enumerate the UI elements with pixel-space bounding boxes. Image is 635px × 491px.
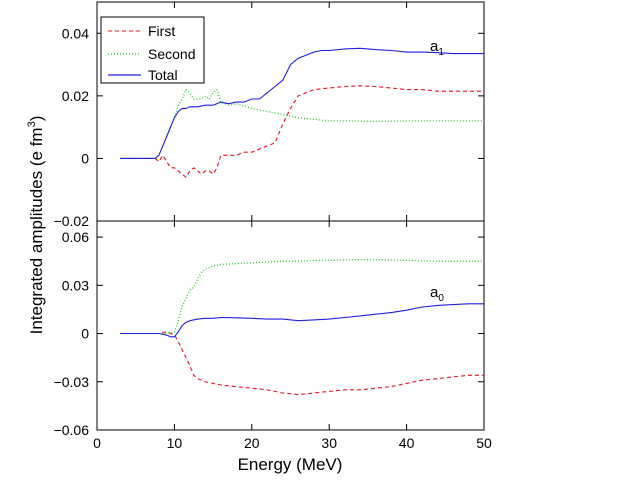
x-tick-label: 40 (399, 435, 415, 451)
bottom-panel-label-main: a (430, 284, 439, 301)
top-series-first (120, 85, 484, 178)
bottom-y-tick-label: −0.06 (54, 422, 90, 438)
top-panel-label-main: a (430, 38, 439, 55)
bottom-y-tick-label: 0.06 (62, 229, 89, 245)
legend-label-total: Total (148, 67, 178, 83)
bottom-series-first (120, 331, 484, 396)
bottom-axis-ticks: −0.06 −0.03 0 0.03 0.06 0 10 20 30 40 50 (54, 221, 492, 451)
bottom-panel-frame (96, 220, 485, 431)
top-y-tick-label: −0.02 (54, 213, 90, 229)
legend: First Second Total (100, 16, 205, 84)
bottom-series-total (120, 303, 484, 338)
x-axis-label: Energy (MeV) (238, 455, 343, 474)
bottom-y-tick-label: −0.03 (54, 374, 90, 390)
bottom-panel-label-sub: 0 (438, 293, 444, 304)
top-y-tick-label: 0.04 (62, 25, 89, 41)
y-axis-label-close: ) (27, 116, 46, 122)
top-panel-label: a1 (430, 38, 444, 58)
legend-label-second: Second (148, 46, 195, 62)
x-tick-label: 0 (93, 435, 101, 451)
x-tick-label: 50 (476, 435, 492, 451)
top-panel-label-sub: 1 (438, 47, 444, 58)
y-axis-label-main: Integrated amplitudes (e fm (27, 127, 46, 334)
bottom-y-tick-label: 0 (81, 326, 89, 342)
bottom-series-second (120, 258, 484, 335)
y-axis-label-sup: 3 (26, 121, 38, 127)
top-series-total (120, 47, 484, 159)
top-y-tick-label: 0 (81, 150, 89, 166)
x-tick-label: 30 (321, 435, 337, 451)
top-axis-ticks: −0.02 0 0.02 0.04 (54, 2, 485, 229)
bottom-y-tick-label: 0.03 (62, 277, 89, 293)
top-panel-series (120, 47, 484, 178)
y-axis-label: Integrated amplitudes (e fm3) (26, 116, 46, 335)
x-tick-label: 20 (244, 435, 260, 451)
bottom-panel-label: a0 (430, 284, 444, 304)
top-y-tick-label: 0.02 (62, 88, 89, 104)
top-series-second (120, 88, 484, 160)
bottom-panel-series (120, 258, 484, 396)
x-tick-label: 10 (167, 435, 183, 451)
legend-label-first: First (148, 23, 175, 39)
legend-box (100, 16, 205, 84)
